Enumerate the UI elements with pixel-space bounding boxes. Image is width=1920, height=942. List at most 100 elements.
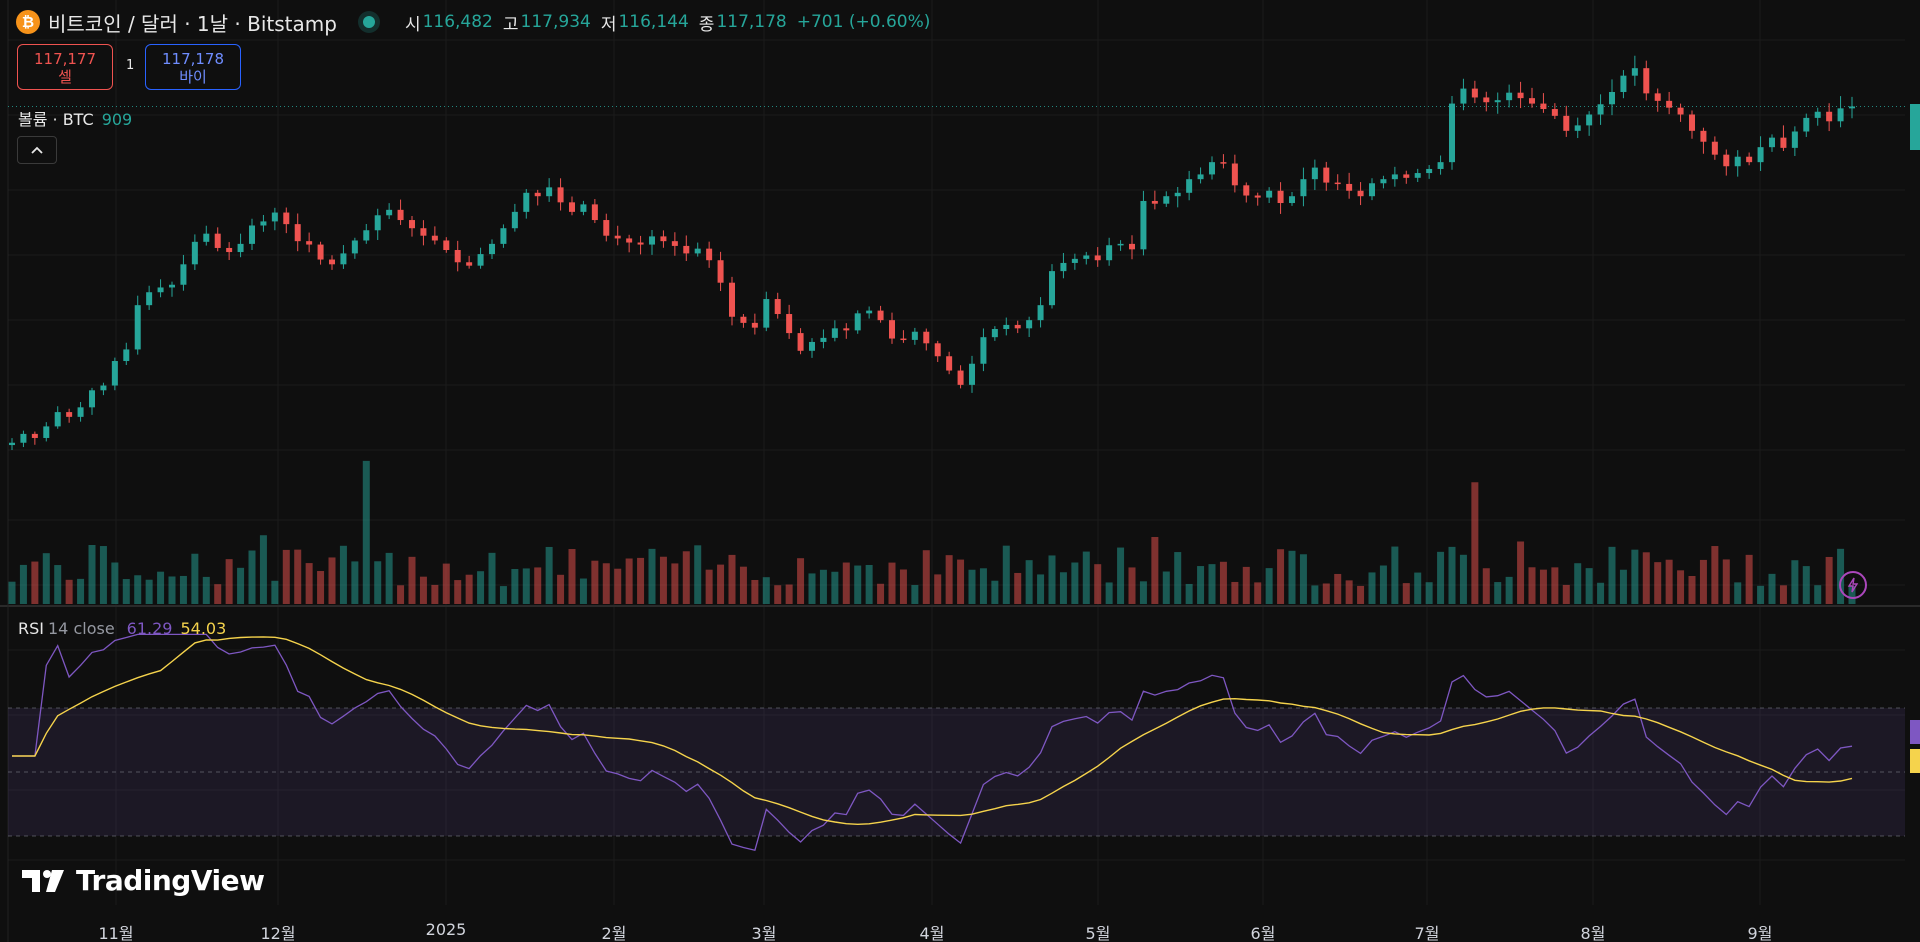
tradingview-icon <box>22 869 64 892</box>
candle-body <box>1483 97 1490 103</box>
time-axis-label: 7월 <box>1414 924 1440 942</box>
candle-body <box>1746 156 1753 163</box>
candle-body <box>946 356 953 371</box>
volume-bar <box>1128 567 1136 604</box>
volume-bar <box>259 535 267 604</box>
buy-button[interactable]: 117,178 바이 <box>145 44 241 90</box>
chevron-up-icon[interactable] <box>17 136 57 164</box>
time-axis-label: 3월 <box>751 924 777 942</box>
volume-bar <box>1677 570 1685 604</box>
symbol-title[interactable]: 비트코인 / 달러 · 1날 · Bitstamp <box>48 11 337 36</box>
candle-body <box>374 215 381 231</box>
volume-bar <box>888 562 896 604</box>
candle-body <box>1037 305 1044 321</box>
volume-bar <box>1048 555 1056 604</box>
volume-bar <box>682 551 690 604</box>
order-quantity[interactable]: 1 <box>126 58 135 73</box>
candle-body <box>1460 88 1467 104</box>
candle-body <box>1689 114 1695 131</box>
volume-bar <box>659 556 667 604</box>
rsi-ma-scale-tag <box>1910 749 1920 773</box>
volume-bar <box>557 574 565 604</box>
candle-body <box>751 322 758 328</box>
volume-bar <box>1391 546 1399 604</box>
volume-bar <box>1654 562 1662 604</box>
volume-bar <box>1185 583 1193 604</box>
candle-body <box>111 361 118 386</box>
candle-body <box>1700 130 1707 142</box>
candle-body <box>306 241 313 245</box>
candle-body <box>1243 185 1250 196</box>
rsi-pane <box>8 633 1905 851</box>
candle-body <box>1197 174 1204 180</box>
candle-body <box>1540 103 1547 110</box>
candle-body <box>123 349 130 362</box>
candle-body <box>534 192 541 197</box>
volume-bar <box>1539 569 1547 604</box>
volume-bar <box>568 549 576 604</box>
candle-body <box>671 241 678 246</box>
candle-body <box>1426 168 1433 174</box>
candle-body <box>626 238 633 243</box>
rsi-ma-line <box>12 636 1853 826</box>
symbol-header: ₿ 비트코인 / 달러 · 1날 · Bitstamp 시 116,482 고 11… <box>16 8 940 36</box>
candle-body <box>283 212 290 225</box>
candle-body <box>89 390 95 408</box>
rsi-value: 61.29 <box>126 619 173 638</box>
volume-bar <box>1082 551 1090 604</box>
volume-bar <box>1631 549 1639 604</box>
candle-body <box>1837 108 1844 122</box>
volume-bar <box>1722 559 1730 604</box>
candle-body <box>249 225 255 244</box>
volume-bar <box>1482 568 1490 604</box>
candle-body <box>1586 114 1593 126</box>
sell-button[interactable]: 117,177 셀 <box>17 44 113 90</box>
candle-body <box>1529 98 1535 104</box>
candle-body <box>1334 182 1341 185</box>
volume-bar <box>694 545 702 604</box>
volume-bar <box>774 585 782 604</box>
volume-bar <box>191 553 199 604</box>
volume-bar <box>225 559 233 604</box>
volume-bar <box>1105 582 1113 604</box>
volume-bar <box>751 579 759 604</box>
candle-body <box>454 250 461 263</box>
volume-bar <box>511 569 519 604</box>
volume-bar <box>271 580 279 604</box>
open-key: 시 <box>404 14 421 35</box>
volume-bar <box>1814 585 1822 604</box>
candle-body <box>1391 174 1398 180</box>
candle-body <box>1471 88 1478 98</box>
candle-body <box>934 343 941 357</box>
volume-bar <box>911 585 919 604</box>
time-axis-label: 12월 <box>260 924 296 942</box>
candle-body <box>511 211 518 229</box>
candle-body <box>1311 167 1318 180</box>
volume-legend[interactable]: 볼륨 · BTC 909 <box>18 106 132 130</box>
volume-bar <box>991 580 999 604</box>
volume-bar <box>797 558 805 604</box>
volume-bar <box>922 550 930 604</box>
volume-bar <box>54 565 62 604</box>
volume-bar <box>294 549 302 604</box>
candle-body <box>763 299 770 328</box>
volume-bar <box>591 560 599 604</box>
close-key: 종 <box>698 14 715 35</box>
candle-body <box>1609 92 1615 105</box>
change-value: +701 (+0.60%) <box>796 12 931 32</box>
candle-body <box>329 259 335 265</box>
volume-bar <box>317 571 325 604</box>
candle-body <box>546 187 553 197</box>
rsi-band <box>8 708 1905 836</box>
volume-bar <box>179 575 187 604</box>
candle-body <box>1494 100 1501 103</box>
volume-bar <box>1711 546 1719 604</box>
candle-body <box>957 370 964 385</box>
price-scale-tag <box>1910 104 1920 150</box>
candle-body <box>854 313 861 331</box>
lightning-icon[interactable] <box>1839 571 1867 599</box>
rsi-legend[interactable]: RSI 14 close 61.29 54.03 <box>18 619 226 638</box>
candle-body <box>729 282 735 317</box>
volume-bar <box>1597 582 1605 604</box>
